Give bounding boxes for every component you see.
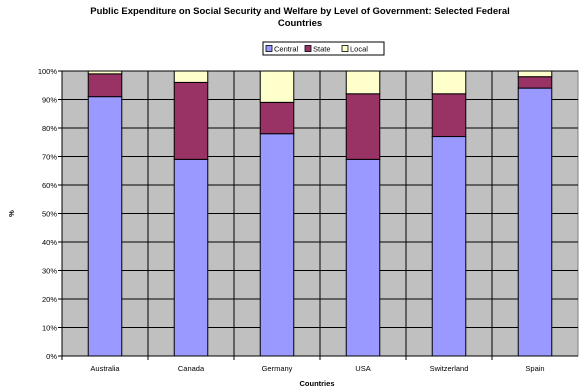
y-tick-label: 20% [42, 295, 57, 304]
y-tick-label: 0% [46, 352, 57, 361]
x-tick-label: Australia [90, 364, 120, 373]
chart-title-line-1: Public Expenditure on Social Security an… [90, 6, 510, 17]
legend-label-local: Local [350, 45, 368, 54]
chart-title: Public Expenditure on Social Security an… [60, 6, 540, 30]
x-tick-label: Germany [262, 364, 293, 373]
y-tick-label: 40% [42, 238, 57, 247]
x-tick-label: Spain [525, 364, 544, 373]
y-tick-label: 70% [42, 153, 57, 162]
y-tick-label: 90% [42, 96, 57, 105]
bar-central-canada [173, 158, 209, 357]
legend-label-state: State [313, 45, 331, 54]
bar-state-switzerland [431, 93, 467, 138]
y-tick-label: 100% [38, 67, 58, 76]
bar-local-canada [173, 70, 209, 83]
chart-title-line-2: Countries [277, 18, 323, 29]
bar-state-australia [87, 73, 123, 98]
y-tick-label: 50% [42, 210, 57, 219]
legend-swatch-central [265, 45, 273, 52]
bar-central-spain [517, 87, 553, 357]
x-tick-label: Canada [178, 364, 205, 373]
legend-swatch-state [304, 45, 312, 52]
y-tick-label: 60% [42, 181, 57, 190]
bar-local-germany [259, 70, 295, 103]
x-axis-title: Countries [299, 379, 334, 388]
bar-state-canada [173, 81, 209, 160]
bar-central-switzerland [431, 136, 467, 357]
y-tick-label: 80% [42, 124, 57, 133]
legend-box [262, 41, 385, 56]
bar-state-spain [517, 76, 553, 89]
x-tick-label: USA [355, 364, 370, 373]
bar-state-usa [345, 93, 381, 160]
bar-central-usa [345, 158, 381, 357]
legend-swatch-local [341, 45, 349, 52]
bar-local-spain [517, 70, 553, 78]
bar-central-australia [87, 96, 123, 357]
y-tick-label: 10% [42, 324, 57, 333]
y-tick-label: 30% [42, 267, 57, 276]
y-axis-title: % [7, 210, 16, 217]
bar-local-switzerland [431, 70, 467, 95]
bar-central-germany [259, 133, 295, 357]
bar-local-usa [345, 70, 381, 95]
bar-state-germany [259, 101, 295, 135]
x-tick-label: Switzerland [430, 364, 469, 373]
legend-label-central: Central [274, 45, 299, 54]
bar-local-australia [87, 70, 123, 75]
